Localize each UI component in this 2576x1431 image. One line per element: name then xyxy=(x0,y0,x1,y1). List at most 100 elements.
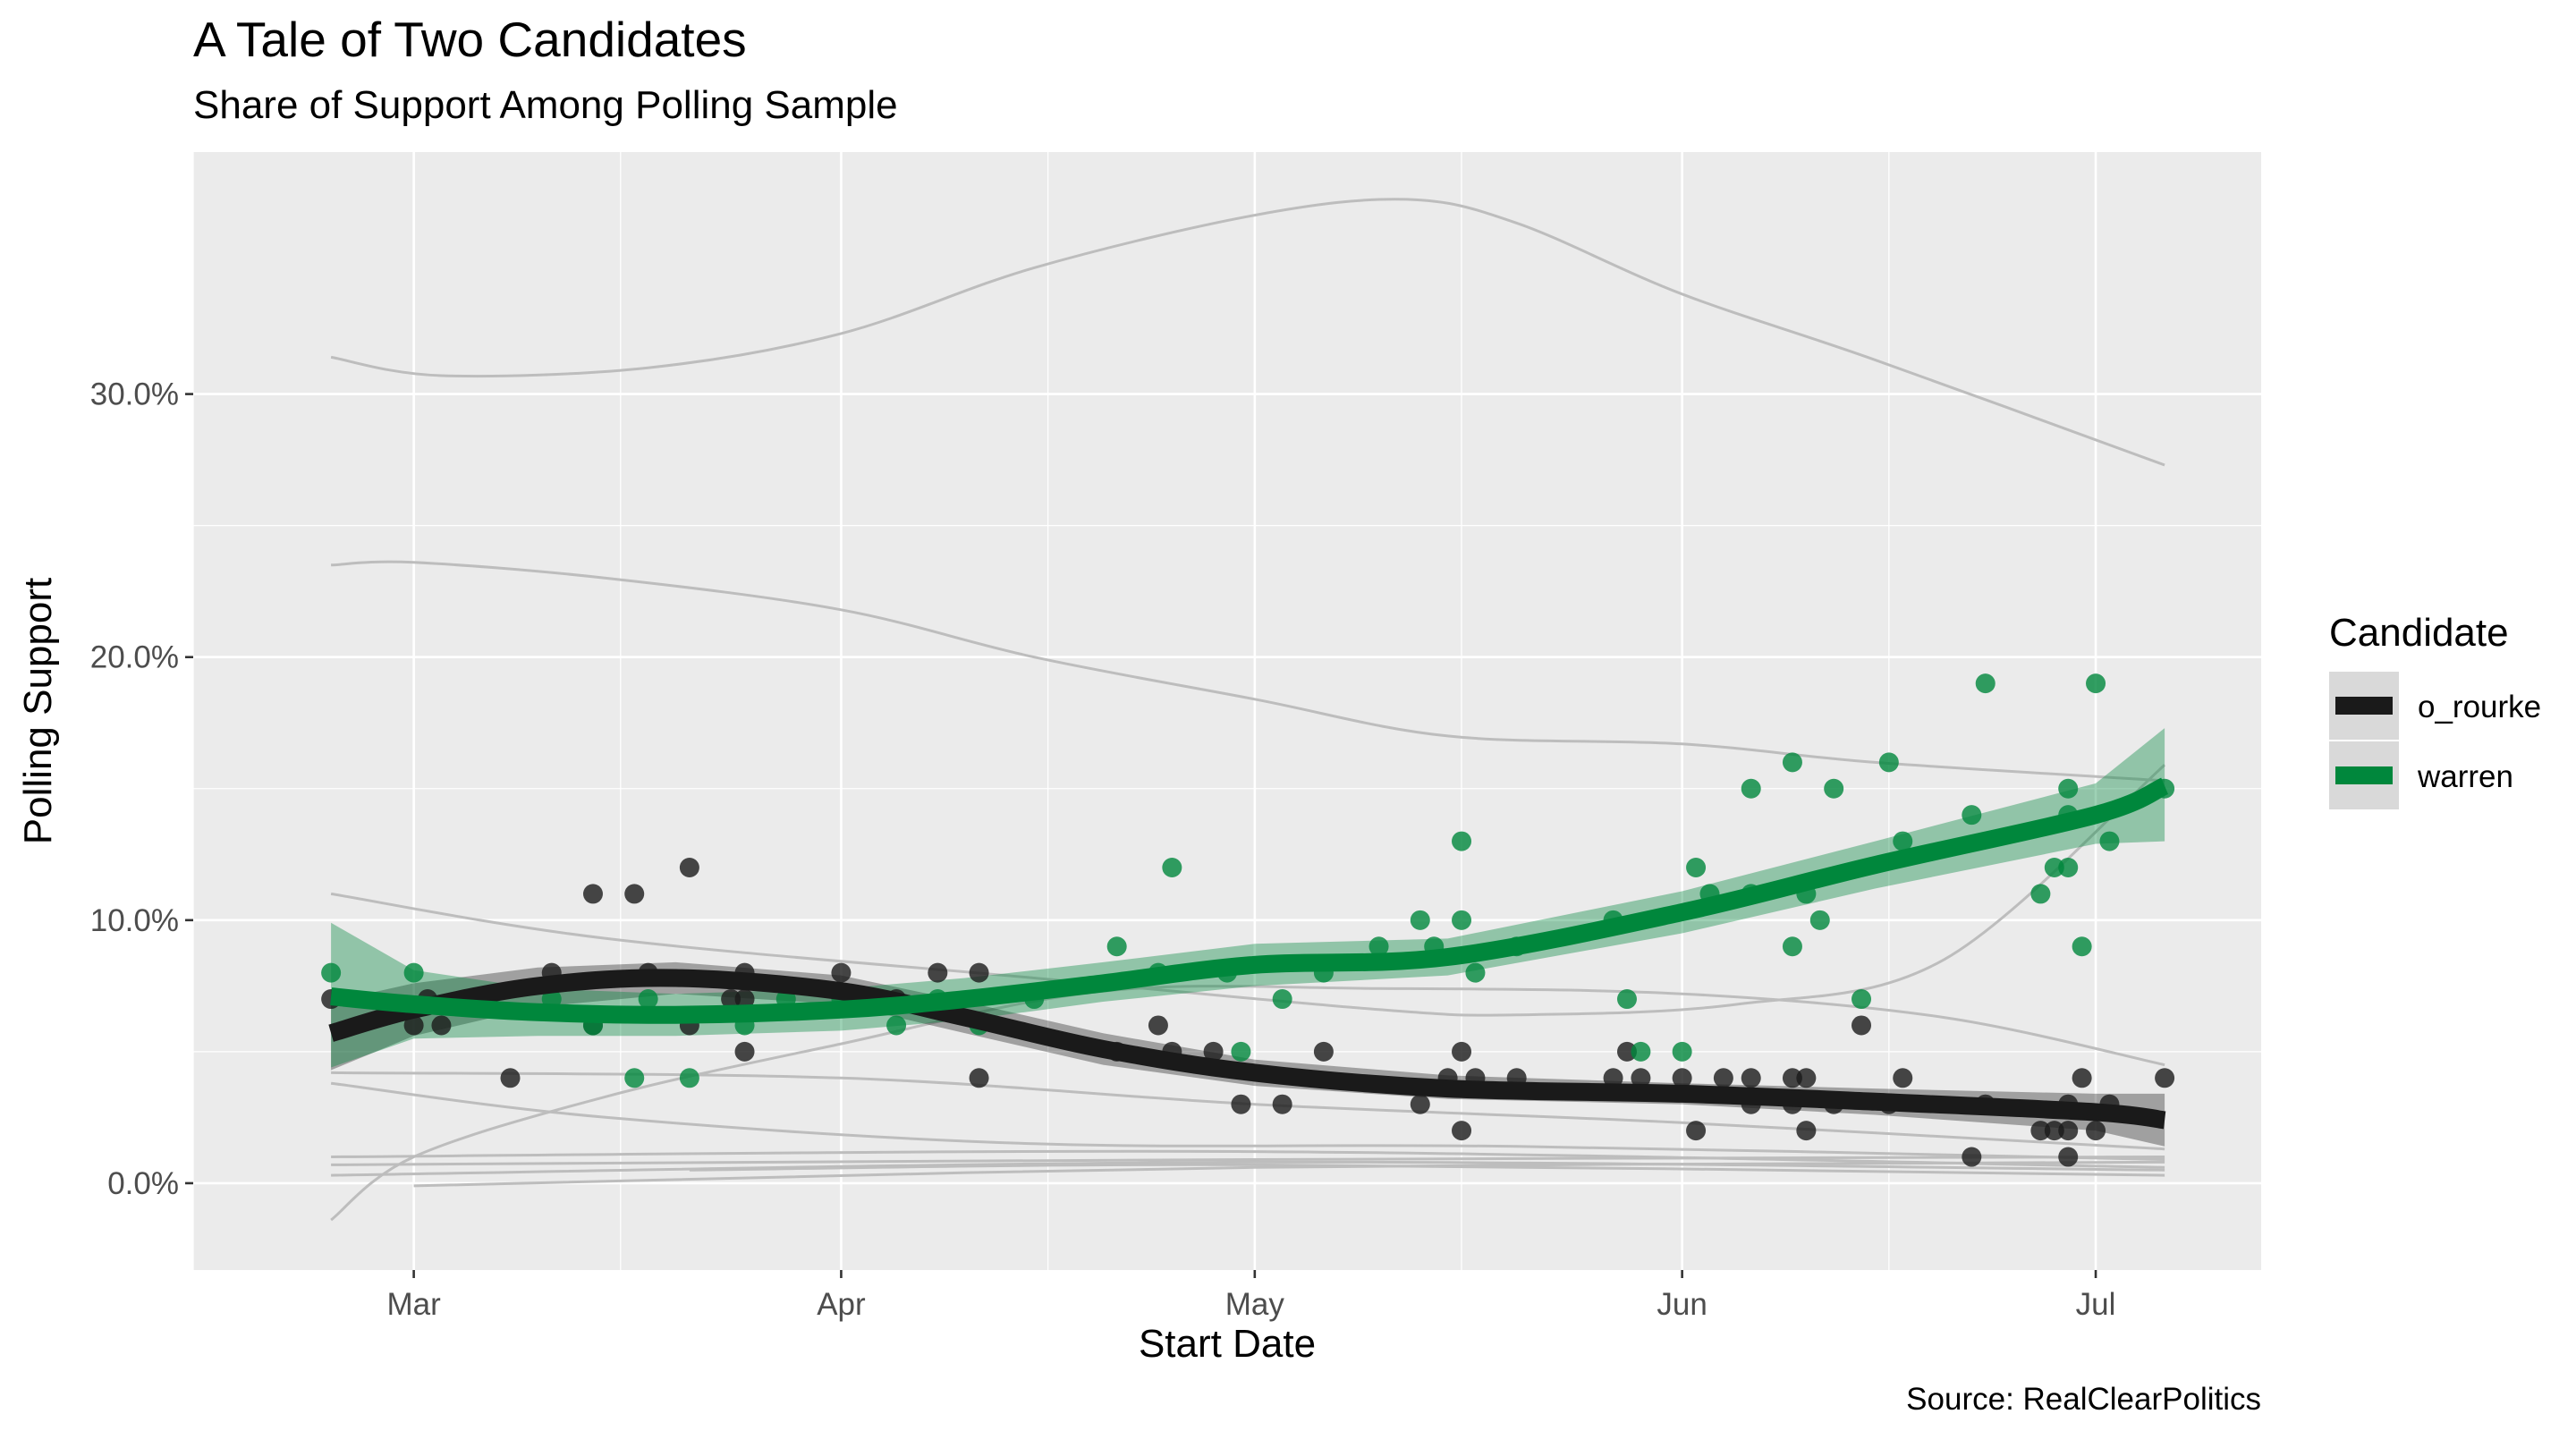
data-point-warren xyxy=(2044,858,2064,877)
data-point-o-rourke xyxy=(624,884,645,904)
x-tick-label: Mar xyxy=(386,1287,441,1322)
data-point-o-rourke xyxy=(1272,1094,1292,1114)
data-point-o-rourke xyxy=(969,962,989,983)
data-point-o-rourke xyxy=(1852,1015,1872,1036)
background-trend-line xyxy=(331,1160,2165,1177)
legend-label-o-rourke: o_rourke xyxy=(2418,690,2541,724)
data-point-warren xyxy=(1410,910,1430,930)
legend-key-o-rourke-point xyxy=(2355,697,2373,715)
data-point-warren xyxy=(2099,831,2120,851)
background-trend-line xyxy=(331,1071,2165,1151)
data-point-o-rourke xyxy=(831,962,852,983)
data-point-warren xyxy=(1452,831,1472,851)
data-point-warren xyxy=(1631,1041,1651,1062)
data-point-o-rourke xyxy=(721,989,741,1010)
y-axis-title: Polling Support xyxy=(16,578,60,844)
data-point-warren xyxy=(1616,989,1637,1010)
chart-title: A Tale of Two Candidates xyxy=(193,12,747,67)
x-tick-label: Apr xyxy=(817,1287,866,1322)
data-point-warren xyxy=(1106,936,1127,957)
y-tick-label: 30.0% xyxy=(90,377,179,412)
data-point-warren xyxy=(1672,1041,1692,1062)
data-point-o-rourke xyxy=(1452,1041,1472,1062)
data-point-warren xyxy=(1878,752,1899,773)
data-point-o-rourke xyxy=(1631,1068,1651,1088)
data-point-o-rourke xyxy=(2044,1121,2064,1141)
background-trend-line xyxy=(689,1163,2165,1177)
data-point-o-rourke xyxy=(431,1015,452,1036)
data-point-warren xyxy=(1465,962,1486,983)
x-tick-label: May xyxy=(1225,1287,1285,1322)
data-point-warren xyxy=(1162,858,1182,877)
background-trend-line xyxy=(330,198,2165,467)
data-point-o-rourke xyxy=(1231,1094,1251,1114)
legend-title: Candidate xyxy=(2329,611,2509,655)
gridlines xyxy=(192,152,2261,1270)
background-trend-lines xyxy=(330,198,2166,1222)
background-trend-line xyxy=(331,1156,2165,1166)
trend-line-o-rourke xyxy=(328,969,2166,1130)
data-point-o-rourke xyxy=(1893,1068,1913,1088)
data-point-warren xyxy=(2058,858,2079,877)
data-point-o-rourke xyxy=(969,1068,989,1088)
data-point-o-rourke xyxy=(1313,1041,1334,1062)
data-point-o-rourke xyxy=(582,884,603,904)
x-tick-label: Jun xyxy=(1657,1287,1707,1322)
data-point-o-rourke xyxy=(1741,1068,1761,1088)
data-point-o-rourke xyxy=(2030,1121,2051,1141)
plot-panel xyxy=(193,152,2261,1270)
data-point-warren xyxy=(1782,936,1802,957)
data-point-o-rourke xyxy=(1203,1041,1224,1062)
data-point-warren xyxy=(624,1068,645,1088)
chart-subtitle: Share of Support Among Polling Sample xyxy=(193,83,898,127)
data-point-o-rourke xyxy=(1616,1041,1637,1062)
data-point-warren xyxy=(1782,752,1802,773)
data-point-warren xyxy=(2058,778,2079,799)
legend-key-warren-point xyxy=(2355,766,2373,784)
data-point-warren xyxy=(1452,910,1472,930)
data-point-warren xyxy=(1852,989,1872,1010)
legend-label-warren: warren xyxy=(2417,759,2513,794)
data-point-warren xyxy=(1231,1041,1251,1062)
data-point-o-rourke xyxy=(500,1068,521,1088)
data-point-o-rourke xyxy=(734,1041,755,1062)
data-point-o-rourke xyxy=(2058,1121,2079,1141)
data-point-o-rourke xyxy=(2058,1147,2079,1167)
data-point-o-rourke xyxy=(1796,1121,1817,1141)
data-point-o-rourke xyxy=(1713,1068,1733,1088)
data-point-o-rourke xyxy=(928,962,948,983)
data-point-o-rourke xyxy=(1410,1094,1430,1114)
y-tick-label: 10.0% xyxy=(90,903,179,938)
data-point-o-rourke xyxy=(2155,1068,2175,1088)
legend: Candidate o_rourke warren xyxy=(2329,611,2541,809)
data-point-o-rourke xyxy=(1148,1015,1168,1036)
data-point-o-rourke xyxy=(1672,1068,1692,1088)
data-point-warren xyxy=(1962,805,1982,826)
background-trend-line xyxy=(330,764,2166,1017)
data-point-o-rourke xyxy=(1686,1121,1707,1141)
x-axis-title: Start Date xyxy=(1139,1322,1316,1366)
data-point-warren xyxy=(1824,778,1844,799)
data-point-warren xyxy=(1975,673,1996,694)
data-point-o-rourke xyxy=(403,1015,424,1036)
x-tick-label: Jul xyxy=(2076,1287,2116,1322)
data-point-warren xyxy=(1368,936,1389,957)
data-point-warren xyxy=(679,1068,699,1088)
data-point-warren xyxy=(1809,910,1830,930)
data-point-warren xyxy=(2030,884,2051,904)
data-point-o-rourke xyxy=(1603,1068,1623,1088)
trend-line-warren xyxy=(330,777,2169,1024)
data-point-o-rourke xyxy=(1452,1121,1472,1141)
data-point-warren xyxy=(1893,831,1913,851)
data-point-o-rourke xyxy=(1782,1068,1802,1088)
data-point-warren xyxy=(1272,989,1292,1010)
data-point-warren xyxy=(2086,673,2106,694)
data-point-warren xyxy=(321,962,342,983)
chart-caption: Source: RealClearPolitics xyxy=(1906,1382,2261,1417)
data-point-warren xyxy=(403,962,424,983)
data-point-warren xyxy=(638,989,658,1010)
data-point-warren xyxy=(886,1015,907,1036)
data-point-warren xyxy=(1741,778,1761,799)
background-trend-line xyxy=(413,1160,2165,1188)
